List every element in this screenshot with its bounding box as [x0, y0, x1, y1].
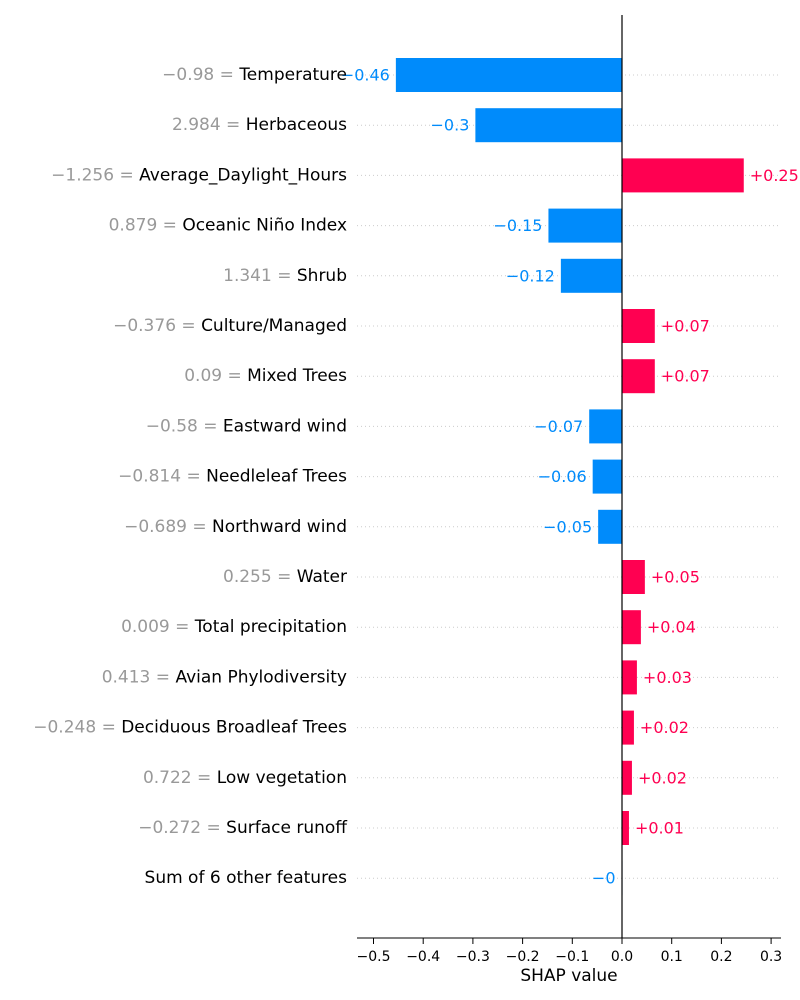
feature-label: Sum of 6 other features [145, 868, 348, 888]
feature-value: 0.255 = [223, 567, 297, 587]
bar [622, 610, 641, 645]
bar-value-label: −0.06 [538, 467, 587, 486]
bar-value-label: −0.12 [506, 266, 555, 285]
bar-value-label: +0.03 [643, 668, 692, 687]
feature-label: −0.814 = Needleleaf Trees [118, 467, 347, 487]
feature-value: 0.413 = [102, 667, 176, 687]
feature-value: 0.009 = [121, 617, 195, 637]
feature-name: Herbaceous [246, 115, 347, 135]
feature-label: 2.984 = Herbaceous [172, 115, 347, 135]
x-axis: −0.5 −0.4 −0.3 −0.2 −0.1 0.0 0.1 0.2 0.3 [357, 937, 782, 965]
feature-label: 0.879 = Oceanic Niño Index [109, 216, 347, 236]
x-tick-label: −0.1 [555, 949, 589, 965]
bar [592, 459, 622, 494]
feature-label: −0.98 = Temperature [162, 65, 347, 85]
feature-labels-group: −0.98 = Temperature 2.984 = Herbaceous −1.… [33, 65, 348, 888]
feature-value: 2.984 = [172, 115, 246, 135]
feature-value: −0.58 = [146, 416, 223, 436]
bar-labels-group: −0.46 −0.3 +0.25 −0.15 −0.12 +0.07 +0.07 −0.07 −… [341, 66, 799, 888]
bar [598, 509, 622, 544]
feature-name: Water [297, 567, 347, 587]
bar [622, 710, 634, 745]
feature-label: −0.248 = Deciduous Broadleaf Trees [33, 718, 347, 738]
x-tick-label: −0.2 [506, 949, 540, 965]
feature-name: Low vegetation [217, 768, 347, 788]
feature-value: 1.341 = [223, 266, 297, 286]
x-tick-label: 0.2 [710, 949, 732, 965]
bar-value-label: −0.05 [543, 517, 592, 536]
feature-name: Total precipitation [194, 617, 347, 637]
bar-value-label: +0.02 [638, 768, 687, 787]
feature-name: Deciduous Broadleaf Trees [121, 718, 347, 738]
x-tick-label: −0.3 [456, 949, 490, 965]
feature-name: Shrub [297, 266, 347, 286]
feature-name: Needleleaf Trees [206, 467, 347, 487]
bar-value-label: +0.07 [661, 367, 710, 386]
feature-label: 1.341 = Shrub [223, 266, 347, 286]
feature-label: 0.09 = Mixed Trees [184, 366, 347, 386]
feature-name: Eastward wind [223, 416, 347, 436]
feature-name: Oceanic Niño Index [182, 216, 347, 236]
feature-value: 0.722 = [143, 768, 217, 788]
feature-label: −0.58 = Eastward wind [146, 416, 347, 436]
bar [622, 309, 655, 343]
bar-value-label: −0.15 [493, 216, 542, 235]
bar [560, 258, 622, 293]
feature-value: −0.376 = [113, 316, 201, 336]
bar [395, 58, 622, 92]
feature-label: 0.009 = Total precipitation [121, 617, 347, 637]
feature-label: −0.689 = Northward wind [124, 517, 347, 537]
feature-label: −1.256 = Average_Daylight_Hours [51, 165, 347, 185]
bar [622, 760, 632, 795]
feature-value: −0.248 = [33, 718, 121, 738]
bar-value-label: +0.02 [640, 718, 689, 737]
feature-label: −0.272 = Surface runoff [138, 818, 348, 838]
bar-value-label: −0.3 [431, 116, 470, 135]
feature-name: Mixed Trees [247, 366, 347, 386]
feature-name: Northward wind [212, 517, 347, 537]
bar-value-label: +0.01 [635, 819, 684, 838]
feature-label: 0.255 = Water [223, 567, 347, 587]
x-axis-label: SHAP value [520, 966, 617, 986]
bar-value-label: −0 [592, 869, 616, 888]
bar-value-label: +0.04 [647, 618, 696, 637]
bar [548, 208, 622, 243]
feature-name: Surface runoff [226, 818, 348, 838]
feature-value: −0.814 = [118, 467, 206, 487]
x-tick-label: 0.1 [661, 949, 683, 965]
feature-name: Temperature [238, 65, 347, 85]
feature-label: 0.413 = Avian Phylodiversity [102, 667, 347, 687]
bar [622, 158, 744, 193]
bars-group [395, 58, 744, 896]
bar-value-label: +0.25 [750, 166, 799, 185]
bar [589, 409, 622, 444]
feature-name: Sum of 6 other features [145, 868, 348, 888]
feature-name: Avian Phylodiversity [175, 667, 347, 687]
feature-value: −0.689 = [124, 517, 212, 537]
feature-value: −0.98 = [162, 65, 239, 85]
x-tick-label: −0.5 [357, 949, 391, 965]
feature-label: 0.722 = Low vegetation [143, 768, 347, 788]
feature-value: −0.272 = [138, 818, 226, 838]
x-tick-label: 0.3 [760, 949, 782, 965]
bar [622, 811, 629, 845]
bar-value-label: −0.07 [534, 417, 583, 436]
bar-value-label: +0.07 [661, 317, 710, 336]
bar-value-label: −0.46 [341, 66, 390, 85]
feature-value: 0.09 = [184, 366, 247, 386]
feature-value: 0.879 = [109, 216, 183, 236]
bar [622, 359, 655, 394]
x-tick-label: −0.4 [406, 949, 440, 965]
x-tick-label: 0.0 [611, 949, 633, 965]
bar [622, 660, 637, 695]
feature-name: Culture/Managed [201, 316, 347, 336]
feature-name: Average_Daylight_Hours [139, 165, 347, 185]
bar [622, 560, 645, 594]
bar-value-label: +0.05 [651, 568, 700, 587]
feature-label: −0.376 = Culture/Managed [113, 316, 347, 336]
bar [475, 108, 622, 143]
feature-value: −1.256 = [51, 165, 139, 185]
